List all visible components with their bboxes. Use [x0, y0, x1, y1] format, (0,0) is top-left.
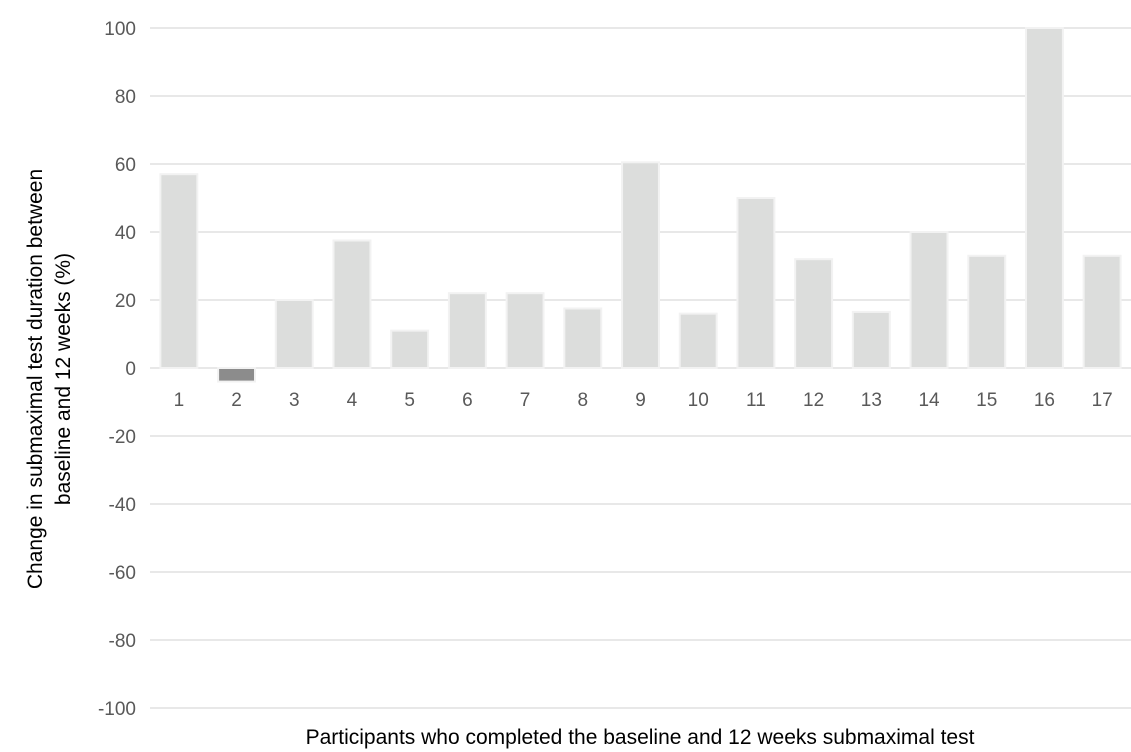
- x-tick-label-2: 2: [231, 390, 242, 411]
- x-tick-labels: 1 2 3 4 5 6 7 8 9 10 11 12 13 14 15 16 17: [174, 390, 1113, 411]
- bar-participant-6: [447, 292, 487, 370]
- bar-participant-4: [332, 239, 372, 369]
- y-axis-title-line-1: Change in submaximal test duration betwe…: [24, 169, 47, 589]
- bar-participant-5: [390, 329, 430, 370]
- bar-participant-9: [621, 161, 660, 369]
- y-axis-title-line-2: baseline and 12 weeks (%): [52, 253, 75, 505]
- x-tick-label-7: 7: [520, 390, 531, 411]
- y-tick-label: 0: [125, 359, 136, 380]
- y-tick-label: 100: [104, 19, 136, 40]
- bars: [159, 27, 1122, 383]
- x-tick-label-10: 10: [688, 390, 709, 411]
- x-tick-label-13: 13: [861, 390, 882, 411]
- bar-participant-8: [563, 307, 603, 369]
- bar-participant-15: [967, 254, 1007, 369]
- x-tick-label-15: 15: [976, 390, 997, 411]
- x-tick-label-5: 5: [404, 390, 415, 411]
- y-tick-label: -60: [109, 563, 136, 584]
- x-tick-label-1: 1: [174, 390, 185, 411]
- y-tick-label: 40: [115, 223, 136, 244]
- x-tick-label-8: 8: [578, 390, 589, 411]
- bar-participant-3: [274, 299, 314, 369]
- y-tick-label: -100: [98, 699, 136, 720]
- x-tick-label-11: 11: [746, 390, 766, 411]
- x-tick-label-12: 12: [803, 390, 824, 411]
- bar-participant-1: [159, 173, 199, 369]
- bar-participant-17: [1082, 254, 1122, 369]
- y-tick-label: 80: [115, 87, 136, 108]
- x-tick-label-6: 6: [462, 390, 473, 411]
- y-tick-label: 20: [115, 291, 136, 312]
- y-tick-label: -40: [109, 495, 136, 516]
- y-tick-label: 60: [115, 155, 136, 176]
- bar-participant-7: [505, 292, 545, 370]
- bar-participant-12: [794, 258, 834, 370]
- bar-participant-11: [736, 197, 776, 369]
- x-axis-title: Participants who completed the baseline …: [306, 726, 975, 749]
- bar-participant-10: [678, 312, 718, 370]
- bar-participant-16: [1024, 27, 1064, 369]
- x-tick-label-14: 14: [918, 390, 940, 411]
- y-tick-label: -20: [109, 427, 136, 448]
- x-tick-label-9: 9: [635, 390, 646, 411]
- x-tick-label-3: 3: [289, 390, 300, 411]
- y-tick-label: -80: [109, 631, 136, 652]
- bar-participant-14: [909, 231, 949, 369]
- x-tick-label-4: 4: [347, 390, 358, 411]
- bar-participant-2: [217, 367, 257, 383]
- y-tick-labels: 100 80 60 40 20 0 -20 -40 -60 -80 -100: [98, 19, 136, 720]
- bar-participant-13: [851, 310, 891, 369]
- x-tick-label-16: 16: [1034, 390, 1055, 411]
- x-tick-label-17: 17: [1092, 390, 1113, 411]
